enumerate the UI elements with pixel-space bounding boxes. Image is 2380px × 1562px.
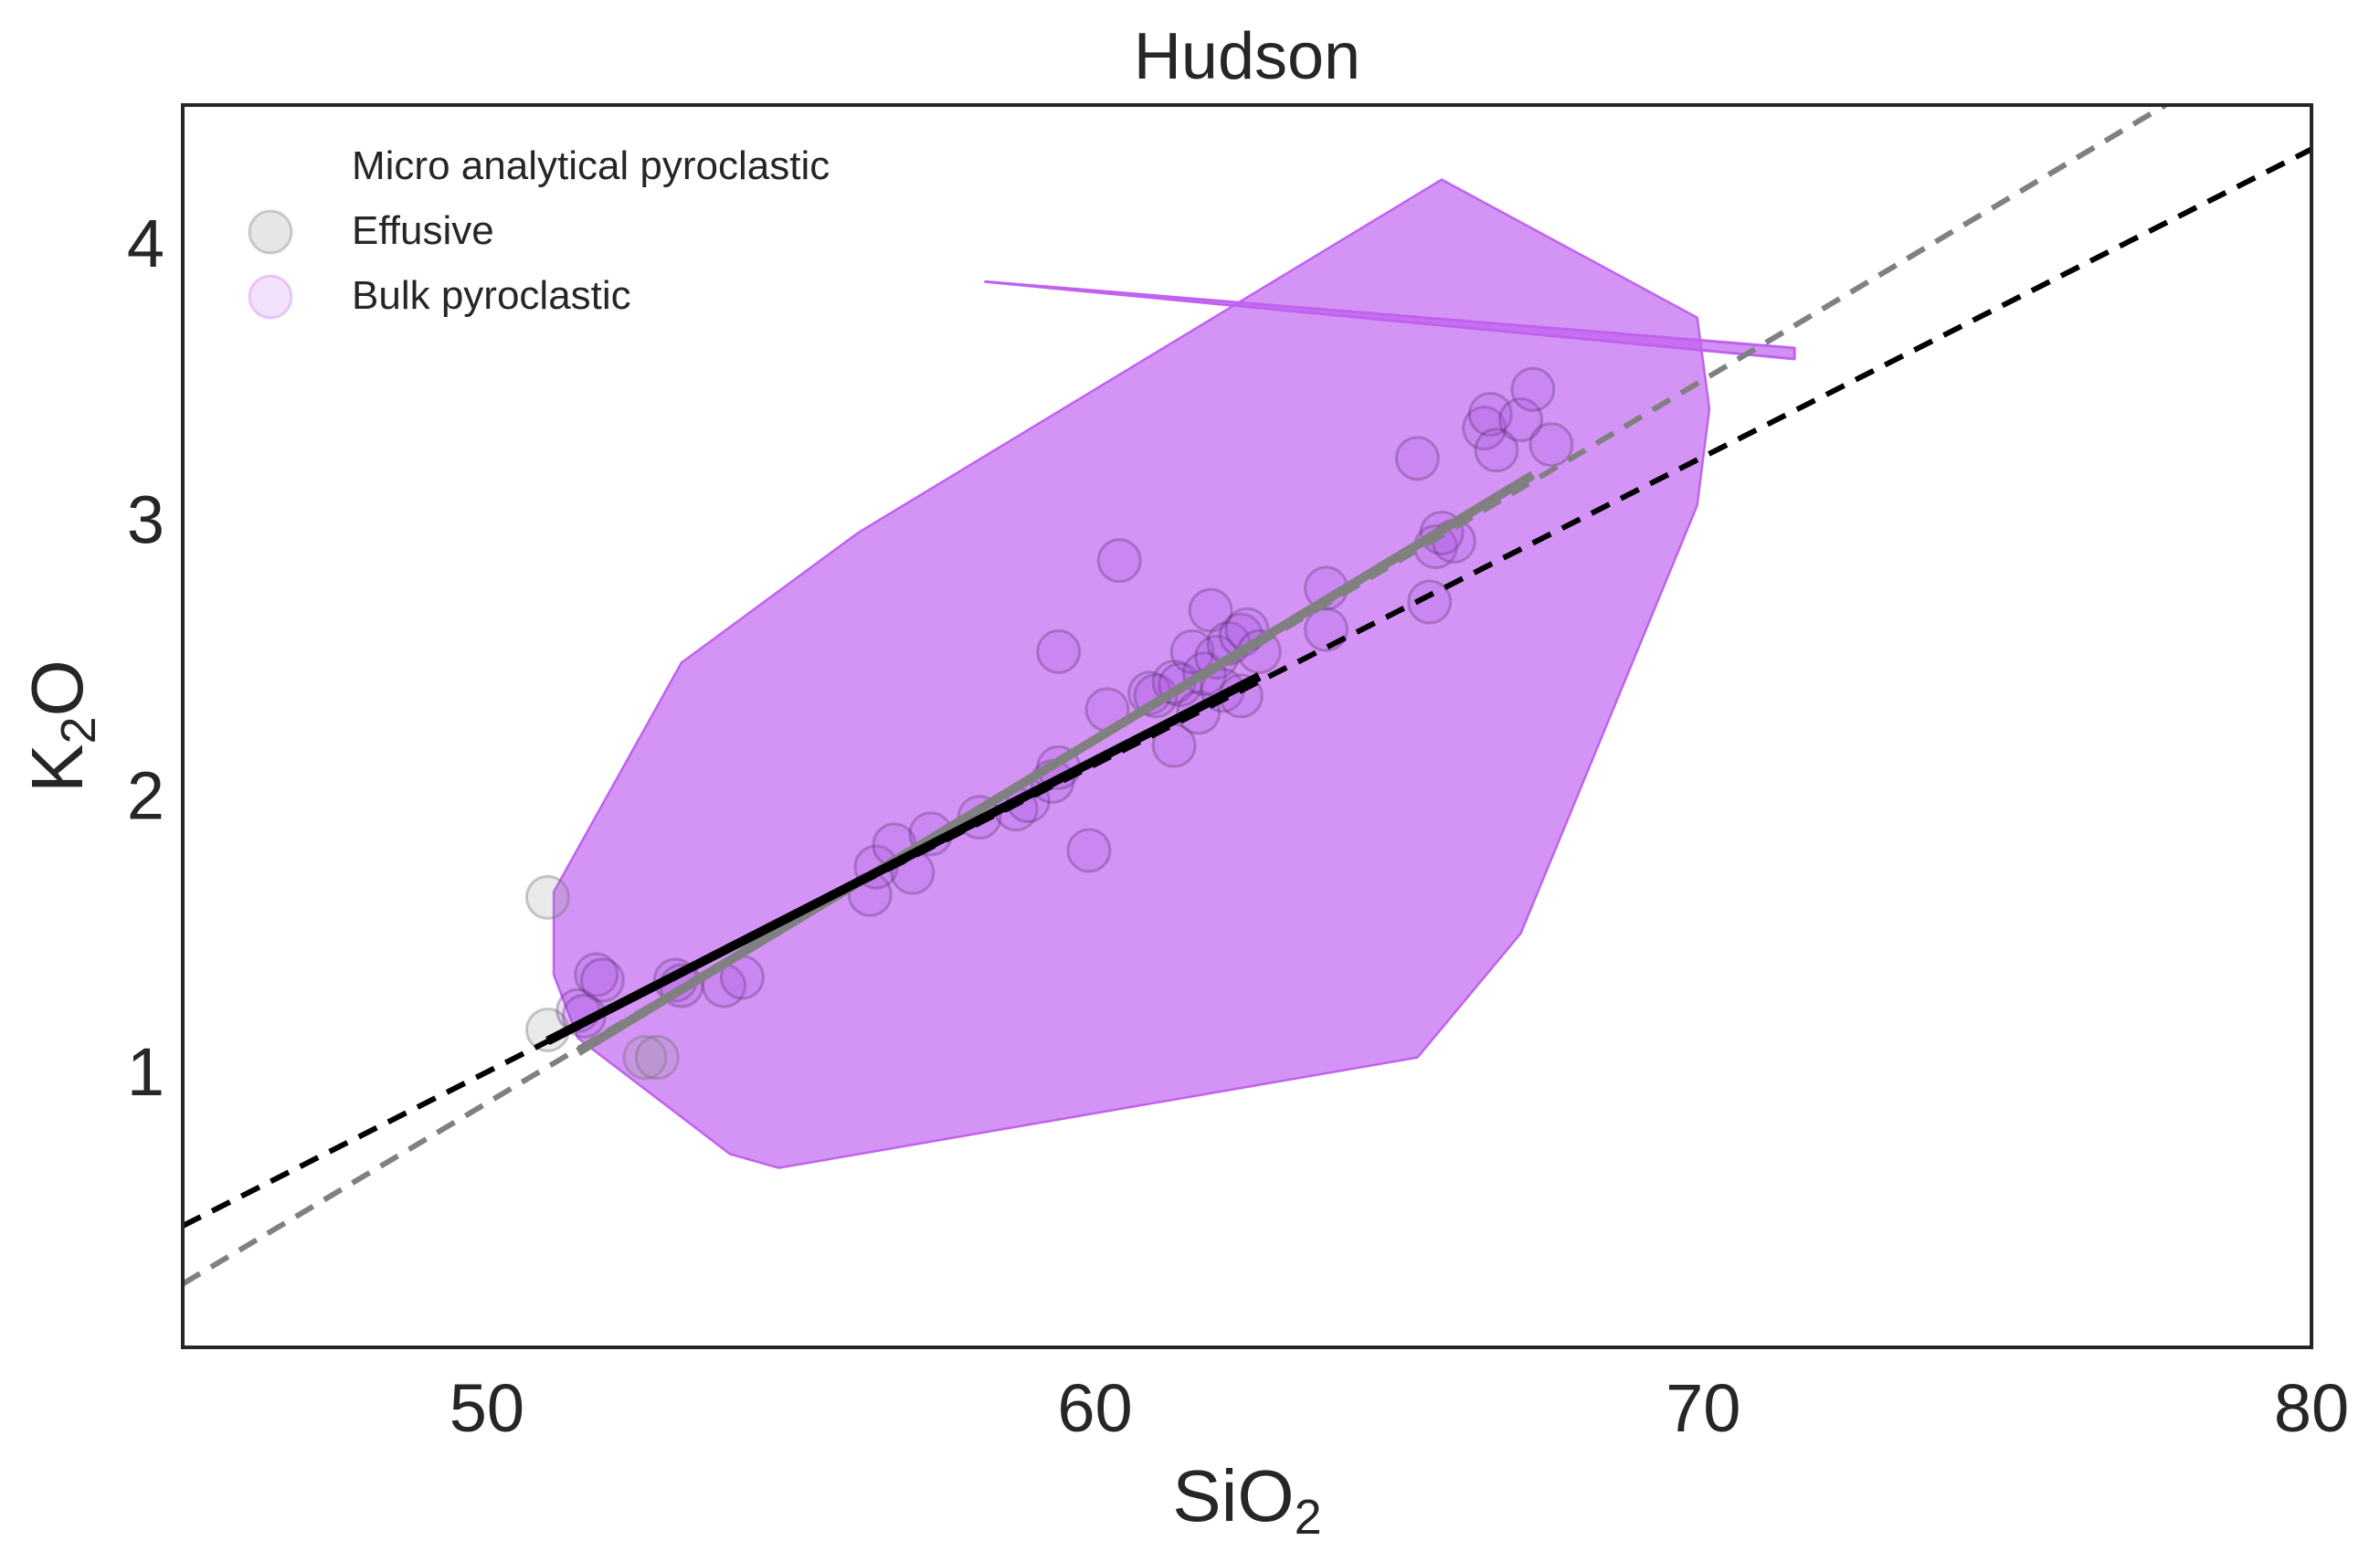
y-axis-label-main: K — [16, 744, 98, 792]
x-axis-label-main: SiO — [1172, 1455, 1294, 1536]
x-tick-label-80: 80 — [2274, 1370, 2349, 1446]
legend-label-micro-analytical: Micro analytical pyroclastic — [352, 143, 830, 188]
chart-title: Hudson — [1134, 20, 1360, 93]
micro-analytical-point-40 — [1394, 436, 1440, 481]
y-tick-label-2: 2 — [127, 758, 164, 834]
y-axis-label: K2O — [16, 660, 106, 793]
effusive-point-0 — [524, 874, 570, 920]
plot-area — [183, 105, 2311, 1287]
micro-analytical-point-41 — [1407, 579, 1453, 625]
y-axis-label-tail: O — [16, 660, 98, 716]
micro-analytical-point-49 — [1510, 366, 1556, 412]
y-tick-label-4: 4 — [127, 206, 164, 281]
micro-analytical-point-19 — [1036, 628, 1082, 674]
x-tick-label-60: 60 — [1057, 1370, 1132, 1446]
effusive-fit-line — [576, 470, 1536, 1056]
y-tick-label-3: 3 — [127, 481, 164, 557]
micro-analytical-point-48 — [1498, 397, 1544, 443]
micro-analytical-point-30 — [1188, 587, 1233, 633]
bulk-pyroclastic-trend-band — [984, 280, 1796, 361]
micro-analytical-point-2 — [574, 952, 619, 997]
micro-analytical-point-45 — [1462, 406, 1507, 451]
micro-analytical-point-50 — [1528, 422, 1574, 468]
x-tick-label-70: 70 — [1666, 1370, 1740, 1446]
y-tick-label-1: 1 — [127, 1034, 164, 1110]
legend: Micro analytical pyroclastic Effusive Bu… — [248, 143, 830, 320]
micro-analytical-point-3 — [579, 957, 625, 1003]
legend-marker-bulk-pyroclastic — [248, 274, 293, 320]
bulk-pyroclastic-field — [552, 178, 1711, 1169]
axes-frame — [181, 103, 2313, 1349]
micro-fit-line — [545, 672, 1262, 1045]
legend-label-effusive: Effusive — [352, 208, 494, 253]
micro-analytical-point-46 — [1467, 391, 1513, 437]
micro-analytical-point-18 — [1066, 828, 1112, 873]
effusive-point-2 — [622, 1035, 668, 1081]
y-axis-label-subscript: 2 — [51, 716, 106, 744]
effusive-point-3 — [634, 1035, 680, 1081]
x-axis-label-subscript: 2 — [1295, 1490, 1322, 1545]
x-axis-label: SiO2 — [1172, 1455, 1321, 1545]
legend-marker-effusive — [248, 209, 293, 255]
legend-label-bulk-pyroclastic: Bulk pyroclastic — [352, 273, 631, 318]
micro-analytical-point-39 — [1304, 607, 1349, 652]
micro-analytical-point-47 — [1474, 427, 1519, 473]
x-tick-label-50: 50 — [450, 1370, 524, 1446]
micro-analytical-point-27 — [1169, 628, 1215, 674]
micro-analytical-point-21 — [1096, 538, 1142, 584]
plot-content — [183, 105, 2311, 1287]
axis-ticks: 50 60 70 80 1 2 3 4 — [127, 206, 2349, 1446]
